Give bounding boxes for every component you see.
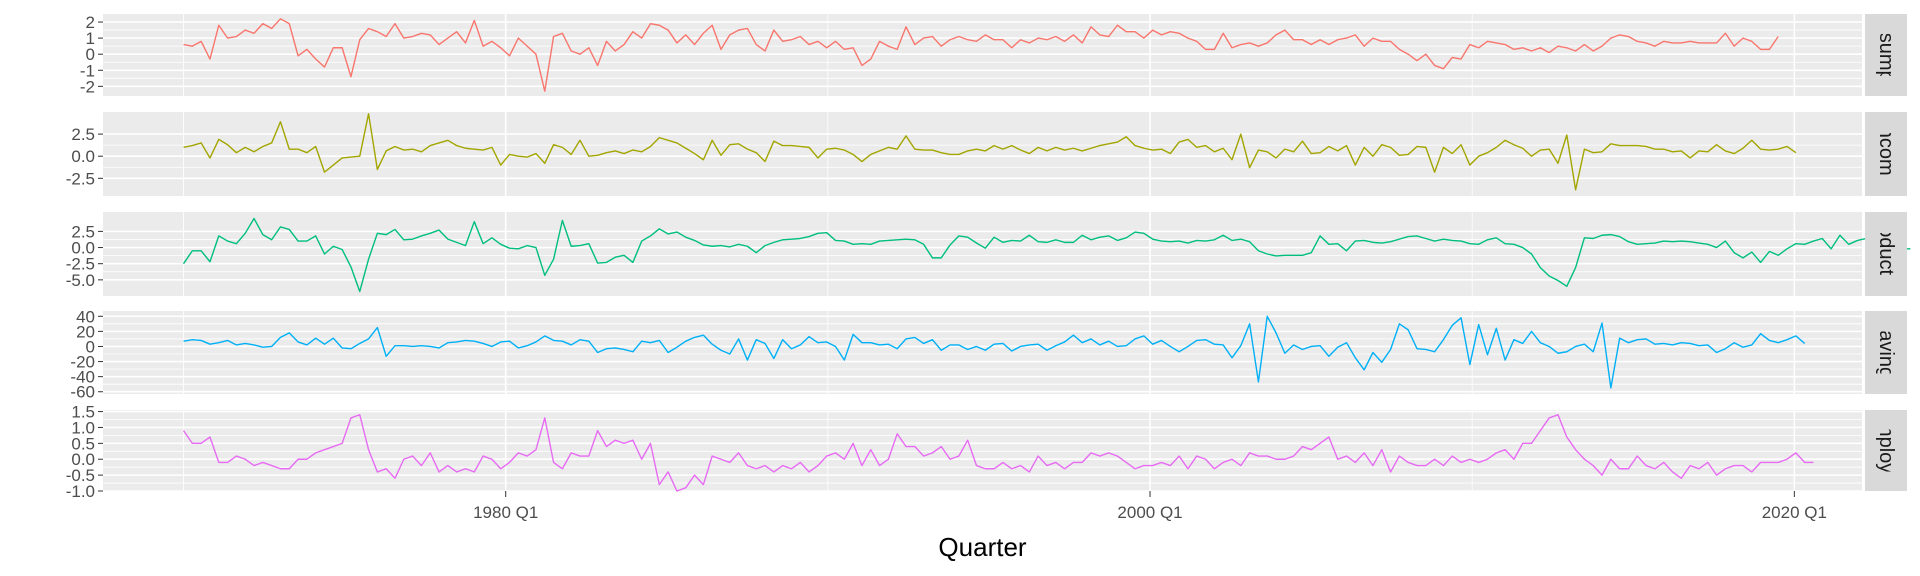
panel-background	[103, 410, 1862, 491]
panel-background	[103, 14, 1862, 96]
panel-background	[103, 212, 1862, 296]
y-tick-label: -2.5	[66, 169, 95, 188]
y-tick-label: -40	[70, 368, 95, 387]
facet-strip-label: Unemployment	[1875, 383, 1897, 518]
facet-strip-label: Production	[1875, 206, 1897, 302]
x-tick-label: 1980 Q1	[473, 503, 538, 522]
y-tick-label: 1.0	[71, 418, 95, 437]
y-tick-label: 1	[86, 29, 95, 48]
y-tick-label: -2	[80, 77, 95, 96]
y-tick-label: -60	[70, 383, 95, 402]
x-tick-label: 2020 Q1	[1762, 503, 1827, 522]
facet-strip-background	[1865, 311, 1907, 394]
y-tick-label: 0	[86, 45, 95, 64]
y-tick-label: 0.0	[71, 147, 95, 166]
series-line-consumption	[183, 18, 1779, 92]
y-tick-label: 0	[86, 337, 95, 356]
y-tick-label: -1	[80, 61, 95, 80]
y-tick-label: 40	[76, 307, 95, 326]
series-line-production	[182, 217, 1911, 293]
y-tick-label: 0.0	[71, 239, 95, 258]
y-tick-label: -1.0	[66, 482, 95, 501]
facet-strip-label: Consumption	[1875, 0, 1897, 114]
panel-production: -5.0-2.50.02.5 Production	[66, 206, 1911, 302]
y-tick-label: -20	[70, 353, 95, 372]
panel-unemployment: -1.0-0.50.00.51.01.5 Unemployment	[66, 383, 1907, 518]
facet-strip-production: Production	[1865, 206, 1907, 302]
facet-strip-label: Savings	[1875, 317, 1897, 388]
facet-strip-label: Income	[1875, 121, 1897, 187]
panel-background	[103, 311, 1862, 394]
facet-strip-consumption: Consumption	[1865, 0, 1907, 114]
panel-income: -2.5 0.0 2.5 Income	[66, 112, 1907, 196]
facet-strip-background	[1865, 14, 1907, 96]
series-line-income	[183, 113, 1797, 191]
series-line-savings	[183, 315, 1806, 389]
y-tick-label: 0.0	[71, 450, 95, 469]
y-tick-label: -2.5	[66, 255, 95, 274]
x-tick-label: 2000 Q1	[1117, 503, 1182, 522]
series-line-unemployment	[182, 414, 1814, 492]
y-tick-label: -0.5	[66, 466, 95, 485]
y-tick-label: 0.5	[71, 434, 95, 453]
y-tick-label: 1.5	[71, 403, 95, 422]
panel-background	[103, 112, 1862, 196]
y-tick-label: 20	[76, 322, 95, 341]
facet-strip-unemployment: Unemployment	[1865, 383, 1907, 518]
y-tick-label: 2	[86, 13, 95, 32]
y-tick-label: 2.5	[71, 222, 95, 241]
x-axis-title: Quarter	[938, 532, 1026, 562]
facet-strip-background	[1865, 410, 1907, 491]
y-tick-label: -5.0	[66, 271, 95, 290]
facet-strip-background	[1865, 112, 1907, 196]
facet-strip-background	[1865, 212, 1907, 296]
facet-strip-income: Income	[1865, 112, 1907, 196]
facet-strip-savings: Savings	[1865, 311, 1907, 394]
y-tick-label: 2.5	[71, 125, 95, 144]
